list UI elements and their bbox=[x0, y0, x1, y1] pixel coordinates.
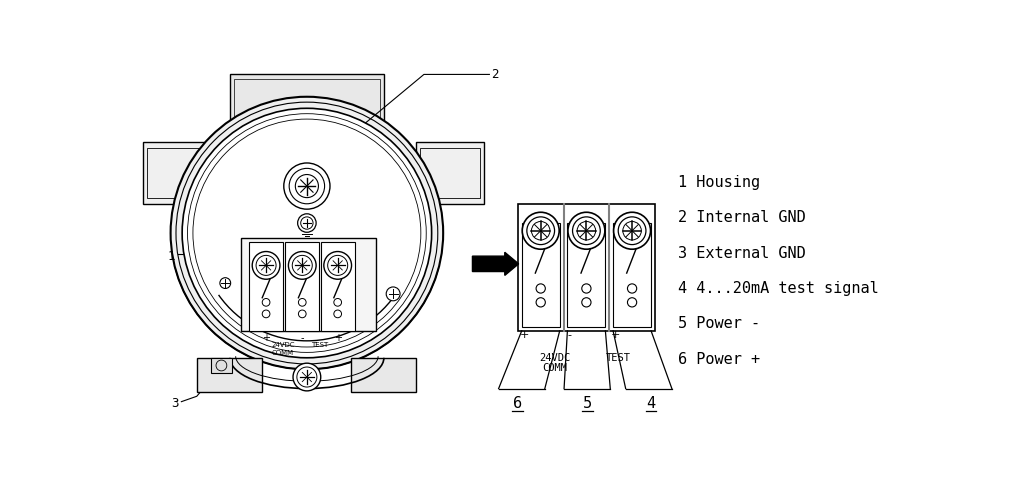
Circle shape bbox=[386, 287, 400, 301]
Circle shape bbox=[627, 284, 637, 293]
Text: 6 Power +: 6 Power + bbox=[678, 352, 760, 367]
Text: -: - bbox=[568, 330, 572, 340]
Text: 24VDC: 24VDC bbox=[271, 342, 295, 348]
Text: TEST: TEST bbox=[311, 342, 328, 348]
Circle shape bbox=[627, 298, 637, 307]
Circle shape bbox=[219, 278, 231, 288]
Text: 3: 3 bbox=[172, 398, 179, 411]
Bar bbox=[522, 223, 559, 327]
Text: 3 External GND: 3 External GND bbox=[678, 246, 805, 261]
Circle shape bbox=[334, 310, 342, 318]
Bar bbox=[197, 358, 263, 392]
Circle shape bbox=[293, 363, 320, 391]
Text: 2: 2 bbox=[491, 68, 499, 81]
Circle shape bbox=[568, 212, 605, 249]
Bar bbox=[351, 358, 416, 392]
Text: 6: 6 bbox=[513, 397, 522, 411]
Bar bbox=[420, 148, 480, 198]
Circle shape bbox=[171, 97, 443, 369]
Text: 1 Housing: 1 Housing bbox=[678, 175, 760, 190]
Text: -: - bbox=[301, 333, 304, 343]
Circle shape bbox=[176, 102, 438, 364]
Circle shape bbox=[263, 298, 270, 306]
FancyArrow shape bbox=[473, 252, 519, 275]
Text: 24VDC: 24VDC bbox=[539, 353, 570, 363]
Bar bbox=[210, 358, 232, 373]
Text: 5: 5 bbox=[583, 397, 591, 411]
Text: 4: 4 bbox=[647, 397, 656, 411]
Circle shape bbox=[289, 168, 324, 204]
Circle shape bbox=[263, 310, 270, 318]
Bar bbox=[249, 242, 283, 331]
Circle shape bbox=[187, 114, 426, 353]
Circle shape bbox=[182, 108, 432, 358]
Bar bbox=[613, 223, 651, 327]
Circle shape bbox=[323, 251, 351, 279]
Circle shape bbox=[582, 298, 591, 307]
Circle shape bbox=[299, 310, 306, 318]
Bar bbox=[230, 74, 384, 127]
Circle shape bbox=[582, 284, 591, 293]
Circle shape bbox=[536, 298, 545, 307]
Bar bbox=[146, 148, 207, 198]
Circle shape bbox=[298, 214, 316, 232]
Bar bbox=[320, 242, 354, 331]
Circle shape bbox=[252, 251, 280, 279]
Circle shape bbox=[614, 212, 651, 249]
Text: 1: 1 bbox=[168, 250, 175, 262]
Text: +: + bbox=[519, 330, 528, 340]
Text: +: + bbox=[611, 330, 620, 340]
Text: 2 Internal GND: 2 Internal GND bbox=[678, 210, 805, 225]
Circle shape bbox=[296, 174, 318, 198]
Bar bbox=[285, 242, 319, 331]
Circle shape bbox=[284, 163, 330, 209]
Polygon shape bbox=[245, 127, 278, 164]
Text: COMM: COMM bbox=[272, 350, 295, 356]
Text: COMM: COMM bbox=[542, 363, 566, 373]
Bar bbox=[518, 204, 655, 331]
Text: 5 Power -: 5 Power - bbox=[678, 317, 760, 331]
Circle shape bbox=[193, 119, 421, 347]
Bar bbox=[568, 223, 606, 327]
Bar bbox=[234, 79, 380, 121]
Text: 4 4...20mA test signal: 4 4...20mA test signal bbox=[678, 281, 879, 296]
Circle shape bbox=[536, 284, 545, 293]
Bar bbox=[241, 239, 376, 331]
Text: +: + bbox=[262, 333, 270, 343]
Circle shape bbox=[522, 212, 559, 249]
Bar bbox=[416, 142, 484, 204]
Circle shape bbox=[288, 251, 316, 279]
Text: +: + bbox=[334, 333, 342, 343]
Text: TEST: TEST bbox=[606, 353, 630, 363]
Circle shape bbox=[334, 298, 342, 306]
Polygon shape bbox=[339, 127, 369, 164]
Circle shape bbox=[299, 298, 306, 306]
Bar bbox=[143, 142, 210, 204]
